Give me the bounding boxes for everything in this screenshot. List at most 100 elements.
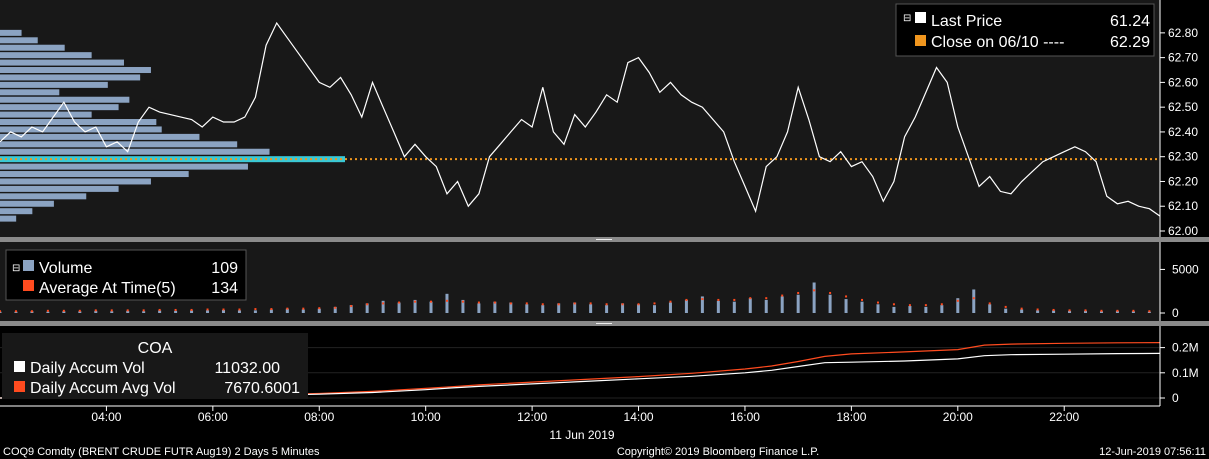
volume-bar [1115,310,1119,313]
volume-legend-box [5,249,247,301]
volume-y-axis: 0 5000 [1159,242,1199,321]
average-dot [940,303,943,306]
volume-bar [700,296,704,313]
time-tick-label: 14:00 [624,410,654,424]
volume-bar [1068,310,1072,313]
average-dot [701,298,704,301]
profile-bar [0,67,151,74]
volume-bar [285,308,289,313]
profile-bar [0,208,33,215]
accum-vol-legend-value: 11032.00 [214,360,280,377]
average-dot [988,302,991,305]
average-dot [813,289,816,292]
average-legend-value: 134 [211,280,238,297]
volume-bars [0,282,1151,313]
volume-bar [142,311,146,313]
profile-bar [0,89,60,96]
volume-bar [0,311,2,313]
volume-bar [509,302,513,313]
volume-bar [796,294,800,313]
volume-bar [972,289,976,313]
last-price-line [0,21,1161,217]
profile-bar [0,44,65,51]
footer-ticker: COQ9 Comdty (BRENT CRUDE FUTR Aug19) 2 D… [3,446,320,458]
average-dot [158,308,161,311]
profile-bar [0,133,200,140]
profile-bar [0,171,189,178]
average-dot [382,302,385,305]
price-tick-label: 62.30 [1168,150,1198,164]
average-dot [637,303,640,306]
average-dot [270,308,273,311]
volume-bar [126,310,130,313]
average-dot [254,308,257,311]
volume-bar [158,310,162,313]
volume-bar [1036,310,1040,313]
average-dot [525,302,528,305]
average-dot [972,297,975,300]
profile-bar [0,215,17,222]
volume-tick-label: 0 [1172,306,1179,320]
average-dots [0,289,1151,313]
average-dot [286,307,289,310]
average-dot [318,307,321,310]
close-legend-value: 62.29 [1110,34,1150,51]
price-legend: ⊟ Last Price 61.24 Close on 06/10 ---- 6… [895,3,1155,57]
profile-bar [0,163,248,170]
volume-bar [461,299,465,313]
average-dot [573,302,576,305]
average-dot [126,309,129,312]
average-dot [765,297,768,300]
time-tick-label: 12:00 [517,410,547,424]
profile-bar [0,126,162,133]
volume-bar [237,310,241,313]
profile-bar [0,178,151,185]
profile-bar [0,81,108,88]
last-price-legend-label: Last Price [931,13,1002,30]
average-legend-label: Average At Time(5) [39,280,176,297]
profile-bar [0,74,141,81]
volume-legend: ⊟ Volume 109 Average At Time(5) 134 [5,249,247,301]
volume-bar [333,306,337,313]
price-legend-box [895,3,1155,57]
average-dot [222,308,225,311]
accum-panel: 0 0.1M 0.2M COA Daily Accum Vol 11032.00 D… [0,326,1199,406]
volume-bar [1131,311,1135,313]
volume-bar [301,309,305,313]
volume-bar [892,306,896,313]
accum-tick-label: 0.2M [1172,341,1199,355]
volume-bar [206,310,210,313]
divider-grip-2[interactable] [596,323,612,324]
volume-bar [748,298,752,313]
volume-bar [541,305,545,313]
accum-vol-swatch [14,361,25,372]
average-dot [14,310,17,313]
volume-bar [62,311,66,313]
accum-avg-legend-label: Daily Accum Avg Vol [30,380,176,397]
time-tick-label: 16:00 [730,410,760,424]
volume-bar [732,301,736,313]
average-dot [797,291,800,294]
profile-bar [0,96,130,103]
average-dot [669,300,672,303]
average-dot [1004,305,1007,308]
volume-legend-label: Volume [39,260,92,277]
average-dot [1116,309,1119,312]
close-legend-label: Close on 06/10 ---- [931,34,1064,51]
average-dot [414,300,417,303]
volume-bar [605,305,609,313]
average-dot [733,298,736,301]
volume-legend-collapse-icon[interactable]: ⊟ [12,263,20,274]
average-dot [142,309,145,312]
average-dot [110,309,113,312]
volume-bar [493,301,497,313]
average-dot [717,298,720,301]
volume-bar [190,310,194,313]
legend-collapse-icon[interactable]: ⊟ [903,13,911,24]
time-x-axis: 04:00 06:00 08:00 10:00 12:00 14:00 16:00 18:00… [0,405,1160,424]
average-swatch [23,280,34,291]
price-panel: 62.00 62.10 62.20 62.30 62.40 62.50 62.60 62.70… [0,0,1198,238]
price-tick-label: 62.70 [1168,51,1198,65]
accum-tick-label: 0.1M [1172,366,1199,380]
divider-grip-1[interactable] [596,239,612,240]
